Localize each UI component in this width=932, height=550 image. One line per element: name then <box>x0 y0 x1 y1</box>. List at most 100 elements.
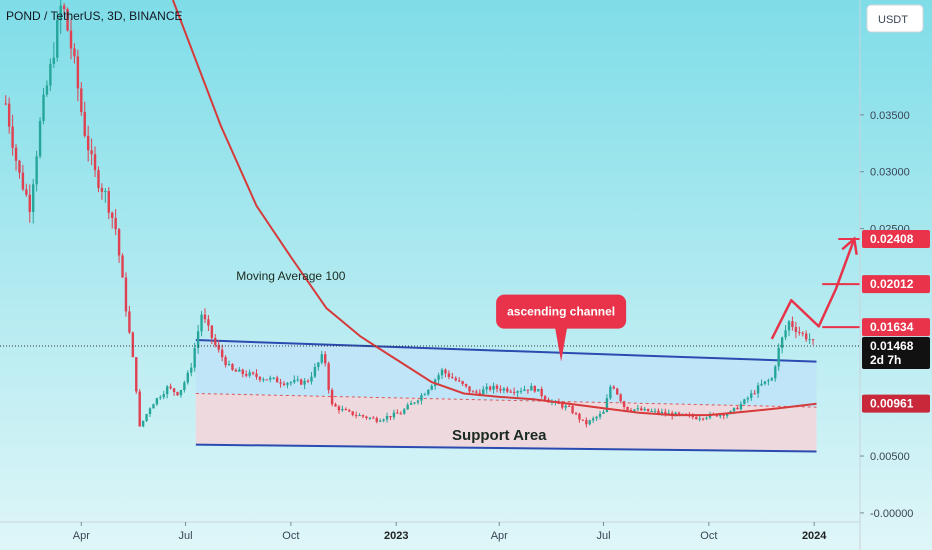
candle-body <box>636 408 640 410</box>
candle-body <box>643 408 646 411</box>
candle-body <box>227 364 231 366</box>
candle-body <box>38 120 42 157</box>
candle-body <box>499 388 502 391</box>
candle-body <box>269 377 272 380</box>
candle-body <box>530 386 533 391</box>
candle-body <box>595 416 598 419</box>
candle-body <box>468 386 471 392</box>
candle-body <box>784 330 787 338</box>
candle-body <box>798 331 801 333</box>
candle-body <box>763 381 767 384</box>
currency-button[interactable]: USDT <box>866 4 924 33</box>
x-tick-label: 2024 <box>802 530 827 542</box>
candle-body <box>4 103 7 105</box>
candle-body <box>32 184 35 213</box>
candle-body <box>598 413 602 417</box>
candle-body <box>444 369 447 374</box>
candle-body <box>791 321 794 328</box>
candle-body <box>52 57 56 64</box>
candle-body <box>571 406 574 414</box>
x-tick-label: 2023 <box>384 530 408 542</box>
candle-body <box>378 420 382 422</box>
candle-body <box>475 391 478 393</box>
candle-body <box>220 349 224 358</box>
candle-body <box>18 160 21 173</box>
candle-body <box>458 380 461 382</box>
candle-body <box>602 411 605 414</box>
price-label-box <box>862 275 930 294</box>
candle-body <box>104 191 107 193</box>
candle-body <box>73 48 76 57</box>
candle-body <box>272 377 275 379</box>
candle-body <box>56 20 59 58</box>
y-tick-label: 0.00500 <box>870 451 910 463</box>
candle-body <box>14 147 18 161</box>
candle-body <box>409 403 413 405</box>
candle-body <box>725 413 729 416</box>
price-label-value: 0.02408 <box>870 232 914 246</box>
candle-body <box>787 321 791 331</box>
y-tick-label: 0.03500 <box>870 110 910 122</box>
candle-body <box>760 383 763 386</box>
candle-body <box>492 385 495 390</box>
candle-body <box>591 418 595 421</box>
candle-body <box>461 381 464 384</box>
candle-body <box>59 5 62 21</box>
candle-body <box>114 217 117 230</box>
candle-body <box>633 409 636 411</box>
candle-body <box>217 344 220 350</box>
candle-body <box>286 383 289 385</box>
candle-body <box>365 416 368 419</box>
price-label-value: 0.01634 <box>870 320 914 334</box>
candle-body <box>767 380 770 382</box>
candle-body <box>406 404 409 410</box>
candle-body <box>337 406 341 411</box>
candle-body <box>172 388 176 392</box>
candle-body <box>804 333 808 340</box>
candle-body <box>275 377 279 383</box>
candle-body <box>245 374 248 376</box>
candle-body <box>427 389 430 395</box>
x-axis[interactable]: Apr Jul Oct 2023 Apr Jul Oct 2024 <box>0 521 860 542</box>
candle-body <box>265 379 269 381</box>
price-label-box <box>862 394 930 413</box>
candle-body <box>640 408 643 411</box>
candle-body <box>512 391 516 393</box>
candle-body <box>794 327 798 332</box>
support-area-band <box>195 393 817 452</box>
candle-body <box>28 194 31 213</box>
chart-title: POND / TetherUS, 3D, BINANCE <box>6 9 183 23</box>
candle-body <box>629 410 633 412</box>
candle-body <box>719 414 722 417</box>
moving-average-label: Moving Average 100 <box>236 269 346 283</box>
candle-body <box>49 63 52 86</box>
candle-body <box>420 395 423 401</box>
candle-body <box>677 412 681 414</box>
candle-body <box>200 314 203 332</box>
candle-body <box>11 126 14 148</box>
price-label-box <box>862 230 930 249</box>
candle-body <box>324 354 327 364</box>
candle-body <box>523 389 526 391</box>
candle-body <box>801 332 804 334</box>
candle-body <box>660 411 664 414</box>
candle-body <box>93 154 97 171</box>
candle-body <box>413 402 416 404</box>
candle-body <box>743 399 746 404</box>
candle-body <box>148 408 152 415</box>
candle-body <box>251 372 255 374</box>
candle-body <box>35 156 38 185</box>
candle-body <box>451 377 454 379</box>
candle-body <box>293 379 296 383</box>
channel-mid-dashed-line <box>195 392 817 408</box>
candle-body <box>526 389 530 391</box>
candle-body <box>183 382 186 391</box>
candle-body <box>141 420 145 427</box>
candle-body <box>348 410 351 412</box>
candle-body <box>196 331 200 349</box>
candle-body <box>478 392 482 395</box>
candle-body <box>203 314 207 320</box>
candle-body <box>746 397 749 400</box>
candle-body <box>732 407 736 412</box>
